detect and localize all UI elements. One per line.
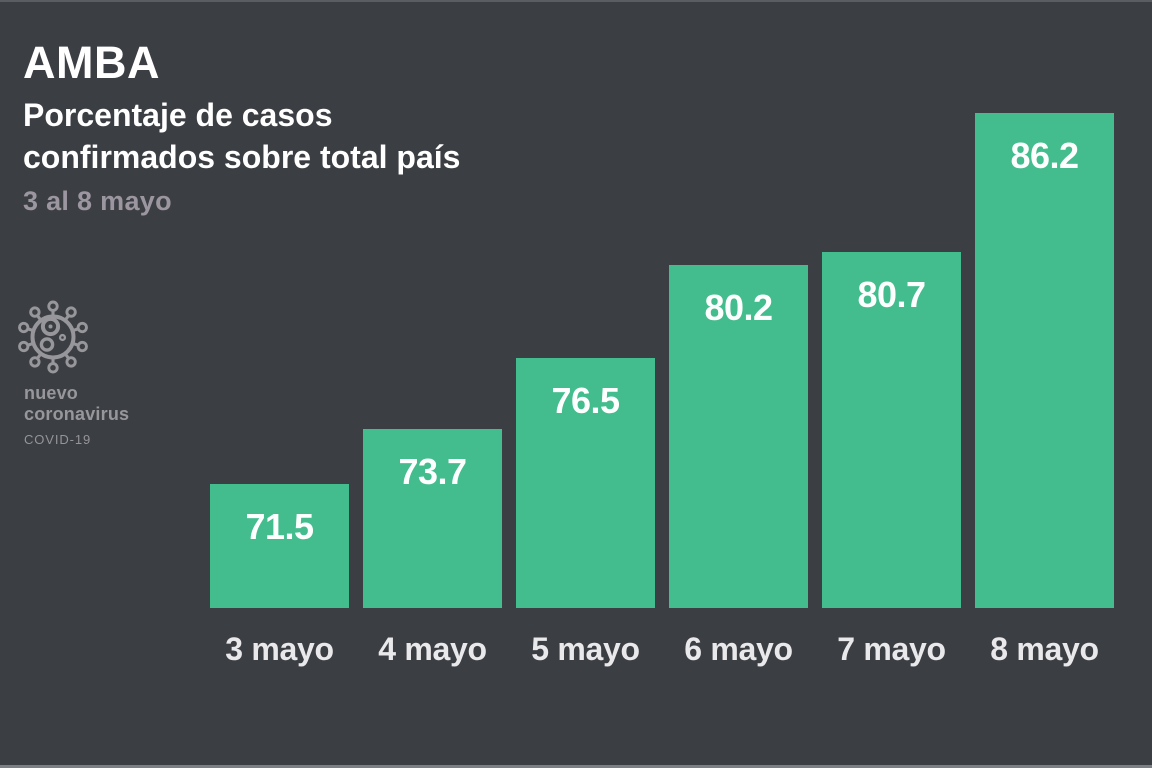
bar-7-mayo: 80.7: [822, 252, 961, 608]
x-axis-label-8-mayo: 8 mayo: [990, 631, 1099, 667]
bar-8-mayo: 86.2: [975, 113, 1114, 608]
logo-line-nuevo: nuevo: [24, 383, 79, 403]
x-axis-labels: 3 mayo 4 mayo 5 mayo 6 mayo 7 mayo 8 mayo: [210, 631, 1114, 668]
period-label: 3 al 8 mayo: [23, 186, 172, 216]
subtitle-line-1: Porcentaje de casos: [23, 97, 333, 133]
page-title: AMBA: [23, 37, 160, 88]
logo-line-covid19: COVID-19: [24, 432, 92, 447]
bar-value-label-6-mayo: 80.2: [704, 287, 773, 328]
bar-value-label-8-mayo: 86.2: [1010, 135, 1079, 176]
bar-value-label-3-mayo: 71.5: [245, 506, 314, 547]
header: AMBA Porcentaje de casos confirmados sob…: [23, 40, 460, 217]
bar-6-mayo: 80.2: [669, 265, 808, 608]
top-edge-line: [0, 0, 1152, 2]
bar-3-mayo: 71.5: [210, 484, 349, 608]
x-axis-label-3-mayo: 3 mayo: [225, 631, 334, 667]
bar-4-mayo: 73.7: [363, 429, 502, 608]
logo-text: nuevo coronavirus COVID-19: [24, 383, 129, 450]
x-axis-label-7-mayo: 7 mayo: [837, 631, 946, 667]
x-axis-label-6-mayo: 6 mayo: [684, 631, 793, 667]
x-axis-label-5-mayo: 5 mayo: [531, 631, 640, 667]
bar-value-label-4-mayo: 73.7: [398, 451, 467, 492]
bar-value-label-7-mayo: 80.7: [857, 274, 926, 315]
bottom-edge-line: [0, 765, 1152, 768]
bar-chart: 71.5 73.7 76.5 80.2 80.7 86.2: [210, 113, 1114, 608]
bar-5-mayo: 76.5: [516, 358, 655, 608]
bar-value-label-5-mayo: 76.5: [551, 380, 620, 421]
logo-line-coronavirus: coronavirus: [24, 404, 130, 424]
subtitle-line-2: confirmados sobre total país: [23, 139, 461, 175]
x-axis-label-4-mayo: 4 mayo: [378, 631, 487, 667]
coronavirus-icon: [18, 300, 88, 374]
page-subtitle: Porcentaje de casos confirmados sobre to…: [23, 94, 460, 178]
